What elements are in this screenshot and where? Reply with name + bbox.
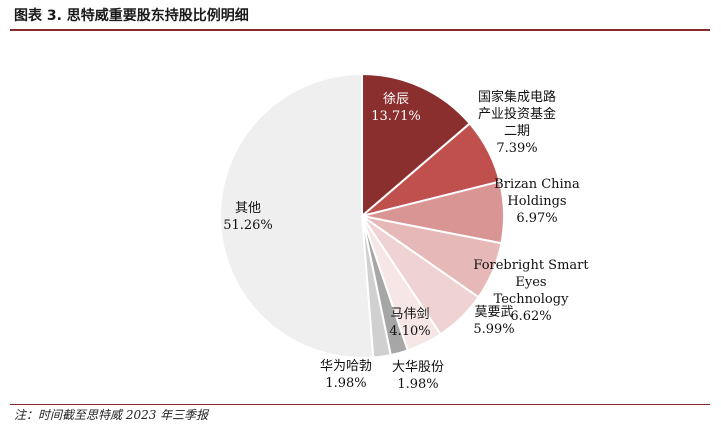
slice-name-label: 产业投资基金	[478, 106, 556, 122]
slice-value-label: 6.62%	[510, 309, 551, 324]
slice-label: 国家集成电路产业投资基金二期 7.39%	[478, 89, 556, 156]
pie-slice	[219, 73, 375, 359]
slice-name-label: 莫要武	[474, 305, 513, 320]
slice-value-label: 7.39%	[496, 141, 537, 156]
slice-name-label: 二期	[504, 124, 530, 139]
slice-label: 华为哈勃 1.98%	[320, 359, 372, 391]
slice-value-label: 1.98%	[325, 376, 366, 391]
slice-value-label: 1.98%	[397, 377, 438, 392]
slice-name-label: Brizan China	[494, 177, 580, 192]
slice-name-label: 国家集成电路	[478, 89, 556, 105]
slice-label: Forebright Smart Eyes Technology 6.62%	[473, 258, 589, 324]
slice-label: Brizan China Holdings 6.97%	[494, 177, 580, 226]
slice-name-label: 徐辰	[383, 92, 409, 107]
source-note: 注：时间截至思特威 2023 年三季报	[14, 408, 209, 422]
slice-name-label: 其他	[235, 201, 261, 216]
slice-name-label: Forebright Smart	[473, 258, 589, 273]
slice-name-label: Technology	[494, 292, 570, 307]
figure-title: 图表 3. 思特威重要股东持股比例明细	[14, 8, 249, 24]
slice-label: 莫要武 5.99%	[473, 305, 514, 337]
slice-label: 马伟剑 4.10%	[389, 306, 430, 339]
slice-value-label: 5.99%	[473, 322, 514, 337]
slice-name-label: Eyes	[515, 275, 546, 290]
slice-value-label: 13.71%	[371, 109, 421, 124]
slice-name-label: Holdings	[507, 194, 566, 209]
slice-label: 大华股份 1.98%	[392, 360, 444, 392]
slice-value-label: 51.26%	[223, 218, 273, 233]
footer-rule	[10, 404, 710, 405]
slice-name-label: 马伟剑	[390, 306, 429, 322]
slice-name-label: 华为哈勃	[320, 359, 372, 374]
slice-label: 其他 51.26%	[223, 201, 273, 233]
slice-value-label: 6.97%	[516, 211, 557, 226]
pie-chart: 徐辰 13.71% 国家集成电路产业投资基金二期 7.39% Brizan China H…	[219, 73, 589, 392]
slice-value-label: 4.10%	[389, 324, 430, 339]
pie-slice	[361, 73, 471, 217]
slice-name-label: 大华股份	[392, 360, 444, 375]
slice-label: 徐辰 13.71%	[371, 92, 421, 124]
title-rule	[10, 29, 710, 31]
